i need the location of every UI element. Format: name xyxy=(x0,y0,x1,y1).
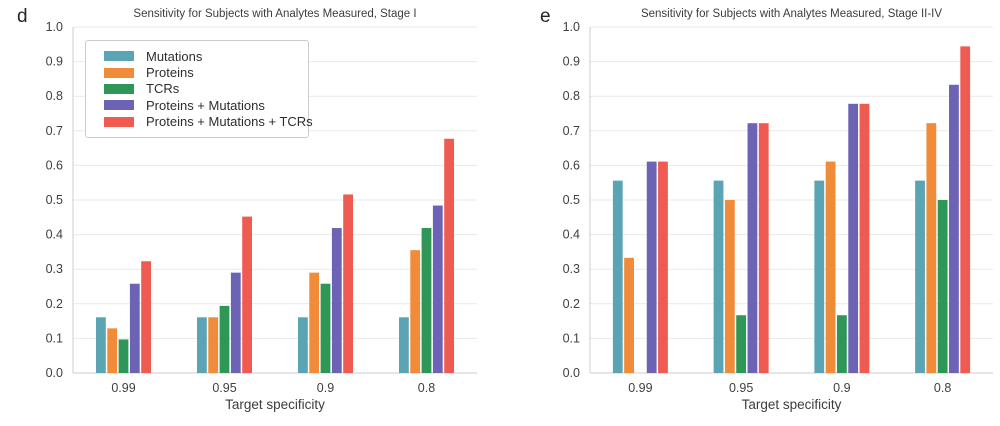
x-axis-label-d: Target specificity xyxy=(225,397,325,412)
legend-item: TCRs xyxy=(104,81,298,97)
bar-d-series3-cat0 xyxy=(129,283,140,373)
legend-swatch-icon xyxy=(104,67,134,78)
bar-e-series3-cat3 xyxy=(949,84,959,373)
bar-e-series1-cat0 xyxy=(624,257,634,373)
x-tick-label: 0.9 xyxy=(833,381,850,395)
y-tick-label: 0.2 xyxy=(46,297,63,311)
panel-d: d Sensitivity for Subjects with Analytes… xyxy=(17,6,477,412)
legend-swatch-icon xyxy=(104,83,134,94)
bar-e-series3-cat1 xyxy=(747,123,758,373)
chart-title-stage-i: Sensitivity for Subjects with Analytes M… xyxy=(133,8,417,20)
bar-e-series4-cat3 xyxy=(960,46,971,373)
bar-e-series4-cat1 xyxy=(758,123,769,373)
y-tick-label: 0.8 xyxy=(46,89,63,103)
y-tick-label: 0.9 xyxy=(46,55,63,69)
x-tick-label: 0.99 xyxy=(628,381,652,395)
chart-title-stage-ii-iv: Sensitivity for Subjects with Analytes M… xyxy=(640,8,943,20)
bar-e-series4-cat0 xyxy=(658,161,668,373)
bar-e-series2-cat1 xyxy=(736,315,747,373)
legend: Mutations Proteins TCRs Proteins + Mutation… xyxy=(85,40,313,138)
bar-e-series1-cat3 xyxy=(926,123,937,373)
x-axis-label-e: Target specificity xyxy=(741,397,842,412)
legend-item: Proteins + Mutations + TCRs xyxy=(104,114,313,130)
bar-d-series1-cat1 xyxy=(208,317,219,373)
bar-d-series4-cat1 xyxy=(242,216,252,373)
panel-label-d: d xyxy=(17,6,28,27)
y-tick-label: 0.6 xyxy=(46,158,63,172)
bar-e-series3-cat0 xyxy=(646,161,657,373)
legend-swatch-icon xyxy=(104,116,134,127)
legend-label: Proteins + Mutations + TCRs xyxy=(146,114,313,130)
y-tick-label: 0.2 xyxy=(563,297,580,311)
y-tick-label: 0.7 xyxy=(563,124,580,138)
legend-item: Proteins xyxy=(104,64,298,80)
y-tick-label: 0.4 xyxy=(46,228,63,242)
bar-e-series0-cat3 xyxy=(915,180,925,373)
panel-e: e Sensitivity for Subjects with Analytes… xyxy=(500,0,1000,426)
panel-label-e: e xyxy=(540,6,551,27)
bar-e-series4-cat2 xyxy=(859,103,870,373)
bar-d-series1-cat0 xyxy=(107,328,118,373)
bar-d-series0-cat1 xyxy=(197,317,207,373)
y-tick-label: 0.9 xyxy=(563,55,580,69)
bar-e-series2-cat3 xyxy=(937,200,948,373)
bar-d-series3-cat2 xyxy=(331,228,342,373)
chart-svg-0: 0.0 0.1 0.2 0.3 0.4 0.5 0.6 0.7 0.8 0.9 1.0 0.99 0.9… xyxy=(46,20,477,395)
y-tick-label: 0.1 xyxy=(563,331,580,345)
bar-e-series0-cat1 xyxy=(713,180,724,373)
legend-swatch-icon xyxy=(104,100,134,111)
bar-d-series2-cat2 xyxy=(320,283,331,373)
chart-svg-1: 0.0 0.1 0.2 0.3 0.4 0.5 0.6 0.7 0.8 0.9 1.0 0.99 0.9… xyxy=(563,20,993,395)
y-tick-label: 0.6 xyxy=(563,158,580,172)
bar-d-series2-cat0 xyxy=(118,339,129,373)
bar-d-series0-cat2 xyxy=(298,317,308,373)
y-tick-label: 0.0 xyxy=(563,366,580,380)
bar-d-series3-cat3 xyxy=(432,205,443,373)
y-tick-label: 0.3 xyxy=(563,262,580,276)
bar-d-series1-cat2 xyxy=(309,272,320,373)
bar-d-series1-cat3 xyxy=(410,250,421,373)
legend-label: Proteins xyxy=(146,65,194,81)
bar-d-series4-cat0 xyxy=(141,261,151,373)
bar-d-series2-cat1 xyxy=(219,305,230,373)
bar-d-series4-cat2 xyxy=(343,194,353,373)
bar-d-series0-cat0 xyxy=(96,317,106,373)
y-tick-label: 0.5 xyxy=(46,193,63,207)
x-tick-label: 0.99 xyxy=(111,381,135,395)
y-tick-label: 0.0 xyxy=(46,366,63,380)
y-tick-label: 0.1 xyxy=(46,331,63,345)
legend-item: Proteins + Mutations xyxy=(104,97,298,113)
y-tick-label: 0.5 xyxy=(563,193,580,207)
bar-e-series0-cat0 xyxy=(612,180,623,373)
y-tick-label: 0.4 xyxy=(563,228,580,242)
bar-e-series0-cat2 xyxy=(814,180,825,373)
x-tick-label: 0.9 xyxy=(317,381,334,395)
y-tick-label: 0.7 xyxy=(46,124,63,138)
bar-d-series0-cat3 xyxy=(399,317,409,373)
x-tick-label: 0.95 xyxy=(212,381,236,395)
x-tick-label: 0.8 xyxy=(934,381,951,395)
x-tick-label: 0.95 xyxy=(729,381,753,395)
y-tick-label: 0.8 xyxy=(563,89,580,103)
legend-label: Mutations xyxy=(146,48,203,64)
legend-swatch-icon xyxy=(104,51,134,62)
bar-d-series4-cat3 xyxy=(444,138,454,373)
bar-e-series1-cat2 xyxy=(825,161,836,373)
bar-e-series1-cat1 xyxy=(724,200,735,373)
y-tick-label: 0.3 xyxy=(46,262,63,276)
y-tick-label: 1.0 xyxy=(46,20,63,34)
bar-e-series3-cat2 xyxy=(848,103,859,373)
y-tick-label: 1.0 xyxy=(563,20,580,34)
x-tick-label: 0.8 xyxy=(418,381,435,395)
legend-item: Mutations xyxy=(104,48,298,64)
legend-label: TCRs xyxy=(146,81,180,97)
legend-label: Proteins + Mutations xyxy=(146,97,265,113)
bar-d-series3-cat1 xyxy=(230,272,241,373)
bar-d-series2-cat3 xyxy=(421,228,432,373)
bar-e-series2-cat2 xyxy=(836,315,847,373)
